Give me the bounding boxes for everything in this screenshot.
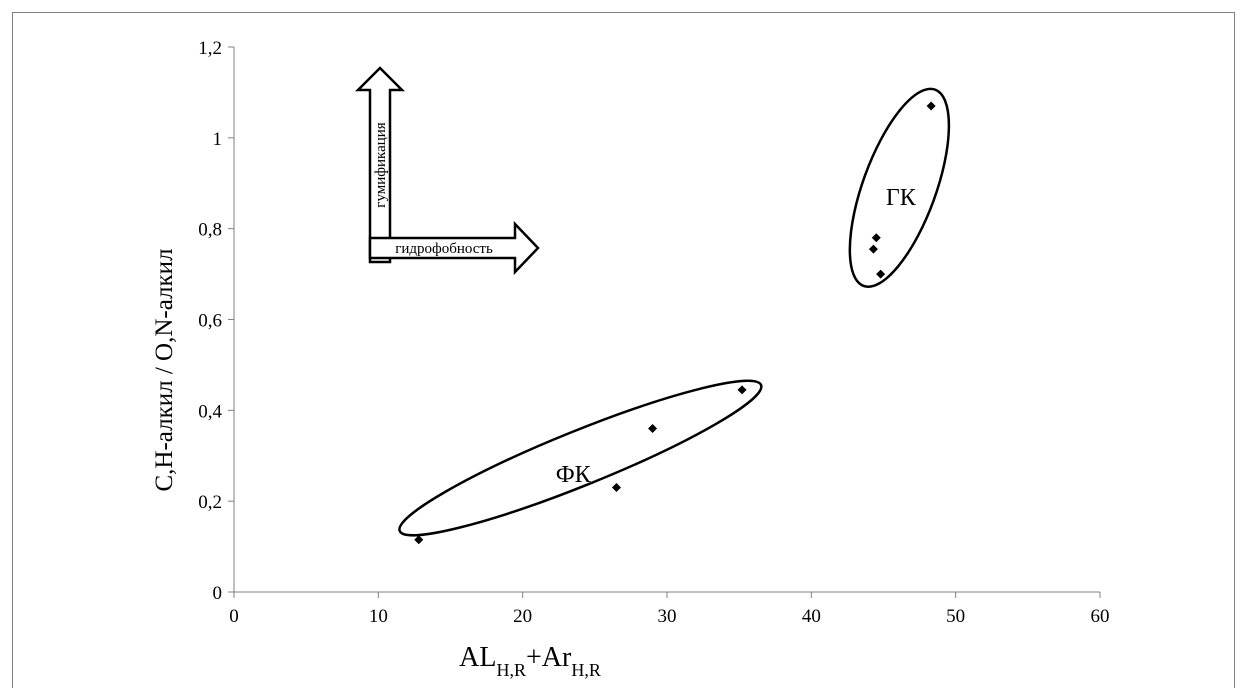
y-tick-marks [228,46,234,593]
arrow-up-icon [354,66,406,264]
x-tick-label: 30 [658,606,677,627]
group-label: ГК [886,185,917,211]
x-axis-title: ALH,R+ArH,R [459,642,601,680]
y-tick-label: 1 [213,129,223,150]
y-tick-label: 0,8 [198,220,222,241]
y-axis-title: C,H-алкил / O,N-алкил [151,248,178,491]
arrow-up-label: гумификация [373,122,389,207]
data-point [868,244,878,254]
x-title-part-1: AL [459,642,496,673]
x-tick-label: 10 [369,606,388,627]
x-title-sub-2: H,R [571,660,601,680]
arrow-right-icon [368,220,540,276]
data-point [871,233,881,243]
data-point [648,424,658,433]
arrows-annotation: гумификация гидрофобность [354,66,540,276]
data-point [926,101,936,111]
y-tick-label: 1,2 [198,38,222,59]
y-tick-label: 0,4 [198,401,222,422]
x-tick-labels: 0 10 20 30 40 50 60 [229,606,1109,627]
group-label: ФК [556,462,592,488]
y-tick-labels: 0 0,2 0,4 0,6 0,8 1 1,2 [198,38,222,604]
y-tick-label: 0 [213,583,223,604]
data-points [414,101,936,545]
data-point [876,269,886,279]
data-point [414,535,424,545]
y-tick-label: 0,2 [198,492,222,513]
group-labels: ГК ФК [556,185,917,488]
x-tick-marks [233,592,1101,598]
arrow-right-label: гидрофобность [395,241,493,257]
group-ellipses [398,87,951,537]
x-tick-label: 20 [513,606,532,627]
x-tick-label: 50 [946,606,965,627]
group-ellipse [848,87,951,288]
x-title-sub-1: H,R [496,660,526,680]
x-tick-label: 0 [229,606,239,627]
data-point [611,483,621,493]
x-title-part-2: +Ar [526,642,572,673]
chart-frame [12,12,1235,688]
x-tick-label: 40 [802,606,821,627]
data-point [737,385,747,395]
x-tick-label: 60 [1091,606,1110,627]
y-tick-label: 0,6 [198,311,222,332]
group-ellipse [398,379,763,537]
